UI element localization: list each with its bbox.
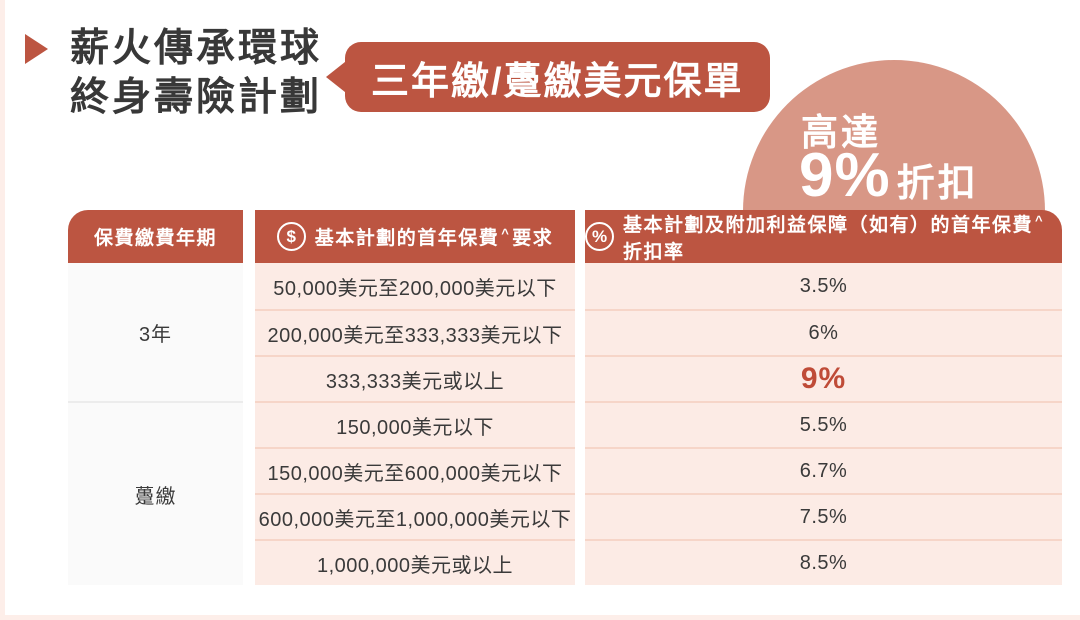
page-title-line1: 薪火傳承環球 <box>70 27 323 70</box>
dollar-icon: $ <box>276 222 306 251</box>
requirement-cell: 150,000美元以下 <box>255 401 575 447</box>
discount-cell: 5.5% <box>585 401 1062 447</box>
premium-discount-table: 保費繳費年期 $ 基本計劃的首年保費 ^ 要求 % 基本計劃及附加利益保障（如有）的… <box>68 210 1062 585</box>
requirement-label-main: 基本計劃的首年保費 <box>314 228 500 249</box>
requirement-label-caret: ^ <box>501 226 511 241</box>
requirement-label-tail: 要求 <box>512 228 554 249</box>
discount-cell: 7.5% <box>585 493 1062 539</box>
discount-label-tail: 折扣率 <box>623 241 685 263</box>
column-header-requirement-label: 基本計劃的首年保費 ^ 要求 <box>315 223 554 250</box>
dollar-icon-glyph: $ <box>286 226 296 246</box>
page-title: 薪火傳承環球 終身壽險計劃 <box>70 24 322 122</box>
page-title-line2: 終身壽險計劃 <box>70 76 323 119</box>
discount-label-main: 基本計劃及附加利益保障（如有）的首年保費 <box>623 214 1034 236</box>
period-cell-3year: 3年 <box>68 263 243 401</box>
requirement-cell: 1,000,000美元或以上 <box>255 539 575 585</box>
discount-cell: 8.5% <box>585 539 1062 585</box>
requirement-cell: 150,000美元至600,000美元以下 <box>255 447 575 493</box>
bullet-triangle-icon <box>25 34 48 64</box>
discount-label-caret: ^ <box>1035 212 1045 228</box>
burst-suffix: 折扣 <box>896 163 979 205</box>
discount-cell: 6.7% <box>585 447 1062 493</box>
requirement-cell: 333,333美元或以上 <box>255 355 575 401</box>
discount-cell: 3.5% <box>585 263 1062 309</box>
column-header-period-label: 保費繳費年期 <box>93 228 217 249</box>
discount-cell: 6% <box>585 309 1062 355</box>
requirement-cell: 600,000美元至1,000,000美元以下 <box>255 493 575 539</box>
percent-icon: % <box>585 222 614 251</box>
period-cell-single-pay: 躉繳 <box>68 401 243 585</box>
column-header-discount-label: 基本計劃及附加利益保障（如有）的首年保費 ^ 折扣率 <box>623 210 1062 264</box>
percent-icon-glyph: % <box>591 226 608 246</box>
burst-value-line: 9% 折扣 <box>799 140 979 211</box>
burst-prefix: 高達 <box>801 112 881 153</box>
column-header-period: 保費繳費年期 <box>68 210 243 263</box>
burst-percent: 9% <box>799 141 891 210</box>
decorative-left-strip <box>0 0 5 620</box>
payment-type-badge-label: 三年繳/躉繳美元保單 <box>371 60 744 103</box>
payment-type-badge: 三年繳/躉繳美元保單 <box>345 42 770 112</box>
column-header-discount: % 基本計劃及附加利益保障（如有）的首年保費 ^ 折扣率 <box>585 210 1062 263</box>
requirement-cell: 50,000美元至200,000美元以下 <box>255 263 575 309</box>
discount-cell-highlight: 9% <box>585 355 1062 401</box>
requirement-cell: 200,000美元至333,333美元以下 <box>255 309 575 355</box>
decorative-bottom-strip <box>0 615 1080 620</box>
column-header-requirement: $ 基本計劃的首年保費 ^ 要求 <box>255 210 575 263</box>
